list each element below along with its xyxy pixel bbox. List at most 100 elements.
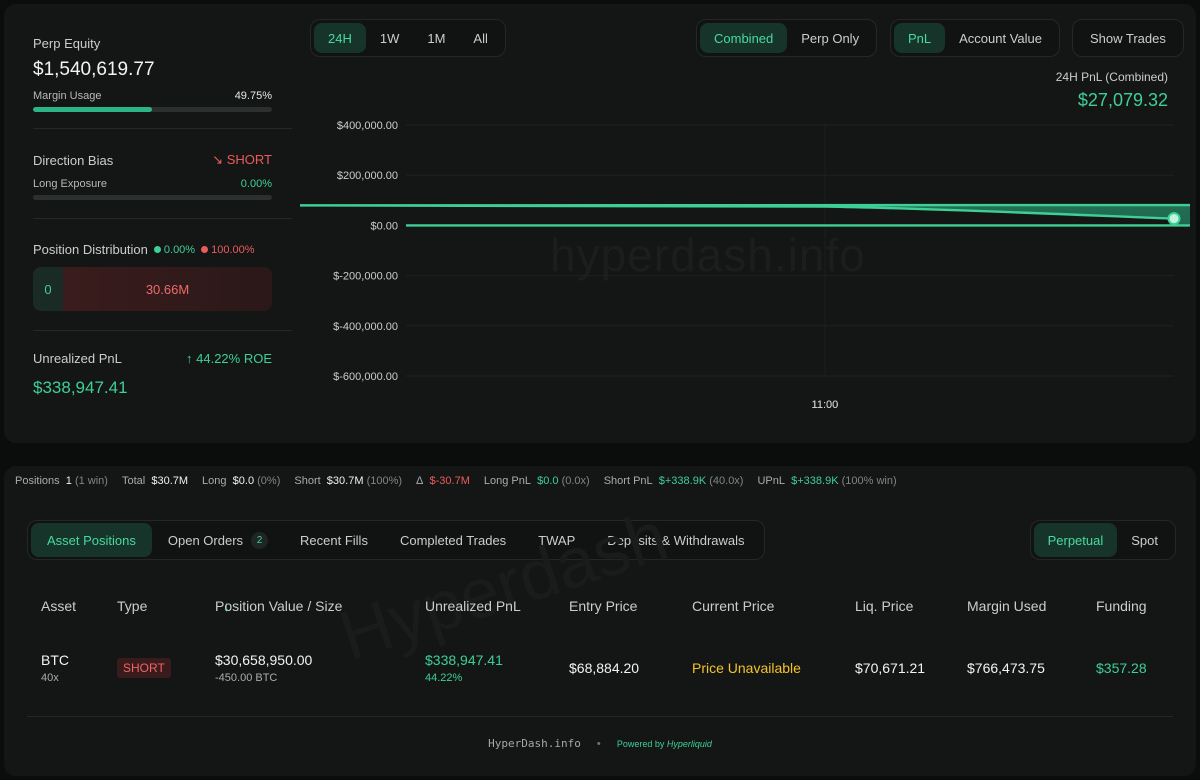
summary-short-pnl-label: Short PnL xyxy=(603,475,653,487)
long-exposure-value: 0.00% xyxy=(240,178,272,190)
summary-short-pnl-value: $+338.9K xyxy=(658,475,707,487)
show-trades-control: Show Trades xyxy=(1072,19,1184,57)
summary-long-pnl: Long PnL $0.0 (0.0x) xyxy=(484,475,590,487)
summary-short-pnl: Short PnL $+338.9K (40.0x) xyxy=(604,475,744,487)
summary-upnl: UPnL $+338.9K (100% win) xyxy=(757,475,896,487)
header-entry-price[interactable]: Entry Price xyxy=(569,598,638,614)
header-liq-price[interactable]: Liq. Price xyxy=(855,598,914,614)
summary-total-label: Total xyxy=(121,475,146,487)
market-spot[interactable]: Spot xyxy=(1131,532,1158,548)
pnl-current-point xyxy=(1167,212,1181,226)
summary-short: Short $30.7M (100%) xyxy=(294,475,402,487)
unrealized-pnl-value: $338,947.41 xyxy=(33,378,128,397)
cell-funding: $357.28 xyxy=(1096,660,1147,676)
unrealized-pnl-block: Unrealized PnL ↑ 44.22% ROE $338,947.41 xyxy=(33,351,272,398)
tab-completed-trades[interactable]: Completed Trades xyxy=(399,532,507,548)
header-position-value-label: Position Value / Size xyxy=(215,598,343,614)
direction-bias-label: Direction Bias xyxy=(33,152,114,168)
pnl-area-positive xyxy=(300,204,1190,226)
y-tick-label: $-200,000.00 xyxy=(333,271,398,283)
summary-long-label: Long xyxy=(202,475,227,487)
perp-equity-label: Perp Equity xyxy=(33,36,101,51)
dist-long-pct: 0.00% xyxy=(163,243,196,256)
timeframe-1m[interactable]: 1M xyxy=(427,30,446,46)
cell-size: -450.00 BTC xyxy=(215,672,278,684)
long-exposure-bar xyxy=(33,195,272,200)
roe-value: ↑ 44.22% ROE xyxy=(186,351,272,366)
status-badge: SHORT xyxy=(117,658,171,678)
header-asset[interactable]: Asset xyxy=(41,598,77,614)
tab-open-orders[interactable]: Open Orders 2 xyxy=(152,523,284,557)
y-tick-label: $-600,000.00 xyxy=(333,371,398,383)
y-tick-label: $0.00 xyxy=(370,220,398,232)
header-current-price[interactable]: Current Price xyxy=(692,598,775,614)
divider xyxy=(33,218,292,219)
overview-panel xyxy=(4,4,1196,443)
powered-by-name: Hyperliquid xyxy=(666,739,712,749)
summary-short-pnl-note: (40.0x) xyxy=(709,475,744,487)
header-margin-used[interactable]: Margin Used xyxy=(967,598,1047,614)
positions-panel xyxy=(4,466,1196,776)
dist-short-segment: 30.66M xyxy=(63,267,272,311)
summary-upnl-note: (100% win) xyxy=(841,475,897,487)
header-unrealized-pnl[interactable]: Unrealized PnL xyxy=(425,598,521,614)
summary-short-note: (100%) xyxy=(366,475,403,487)
header-funding[interactable]: Funding xyxy=(1096,598,1147,614)
summary-total: Total $30.7M xyxy=(122,475,188,487)
summary-long-pnl-value: $0.0 xyxy=(537,475,559,487)
timeframe-24h[interactable]: 24H xyxy=(314,23,366,53)
cell-entry-price: $68,884.20 xyxy=(569,660,640,676)
pnl-area-negative xyxy=(300,136,1190,356)
margin-usage-fill xyxy=(33,107,152,112)
summary-long: Long $0.0 (0%) xyxy=(202,475,280,487)
summary-upnl-label: UPnL xyxy=(757,475,786,487)
powered-by-link[interactable]: Powered by Hyperliquid xyxy=(617,739,712,749)
footer-brand-link[interactable]: HyperDash.info xyxy=(488,737,581,750)
divider xyxy=(33,330,292,331)
summary-upnl-value: $+338.9K xyxy=(791,475,839,487)
timeframe-selector: 24H 1W 1M All xyxy=(310,19,506,57)
pnl-chart[interactable]: $400,000.00 $200,000.00 $0.00 $-200,000.00 $… xyxy=(300,110,1190,420)
timeframe-1w[interactable]: 1W xyxy=(379,30,400,46)
scope-selector: Combined Perp Only xyxy=(696,19,878,57)
x-tick-label: 11:00 xyxy=(812,399,839,411)
arrow-up-icon: ↑ xyxy=(186,351,193,366)
header-position-value[interactable]: Position Value / Size ↓ xyxy=(215,598,342,614)
perp-equity-value: $1,540,619.77 xyxy=(33,59,155,80)
pnl-summary-title: 24H PnL (Combined) xyxy=(1055,70,1168,84)
cell-unrealized-pct: 44.22% xyxy=(425,672,463,684)
tab-recent-fills[interactable]: Recent Fills xyxy=(300,532,368,548)
footer: HyperDash.info • Powered by Hyperliquid xyxy=(0,737,1200,750)
scope-perp-only[interactable]: Perp Only xyxy=(801,30,860,46)
market-perpetual[interactable]: Perpetual xyxy=(1033,523,1118,557)
cell-position-value: $30,658,950.00 xyxy=(215,652,313,668)
market-type-selector: Perpetual Spot xyxy=(1029,520,1176,560)
y-tick-label: $-400,000.00 xyxy=(333,321,398,333)
summary-delta-label: Δ xyxy=(416,475,424,487)
table-row[interactable]: BTC 40x SHORT $30,658,950.00 -450.00 BTC… xyxy=(0,650,1200,690)
perp-equity-block: Perp Equity $1,540,619.77 Margin Usage 4… xyxy=(33,36,272,112)
position-distribution-label: Position Distribution xyxy=(33,242,148,257)
metric-account-value[interactable]: Account Value xyxy=(959,30,1043,46)
cell-asset[interactable]: BTC xyxy=(41,652,69,668)
tab-twap[interactable]: TWAP xyxy=(538,532,576,548)
tab-asset-positions[interactable]: Asset Positions xyxy=(31,523,152,557)
tab-deposits-withdrawals[interactable]: Deposits & Withdrawals xyxy=(607,532,745,548)
cell-unrealized-pnl: $338,947.41 xyxy=(425,652,503,668)
summary-total-value: $30.7M xyxy=(151,475,189,487)
scope-combined[interactable]: Combined xyxy=(700,23,788,53)
timeframe-all[interactable]: All xyxy=(473,30,488,46)
margin-usage-bar xyxy=(33,107,272,112)
cell-leverage: 40x xyxy=(41,672,59,684)
tab-open-orders-label: Open Orders xyxy=(167,532,244,548)
show-trades-button[interactable]: Show Trades xyxy=(1090,30,1166,46)
metric-pnl[interactable]: PnL xyxy=(894,23,946,53)
header-type[interactable]: Type xyxy=(117,598,148,614)
positions-table-header: Asset Type Position Value / Size ↓ Unrea… xyxy=(0,598,1200,618)
pnl-series-line xyxy=(300,203,1190,227)
y-tick-label: $200,000.00 xyxy=(337,170,398,182)
direction-bias-block: Direction Bias ↘ SHORT Long Exposure 0.0… xyxy=(33,152,272,200)
margin-usage-label: Margin Usage xyxy=(33,90,102,102)
roe-text: 44.22% ROE xyxy=(196,351,272,366)
account-stats: Perp Equity $1,540,619.77 Margin Usage 4… xyxy=(4,4,294,443)
